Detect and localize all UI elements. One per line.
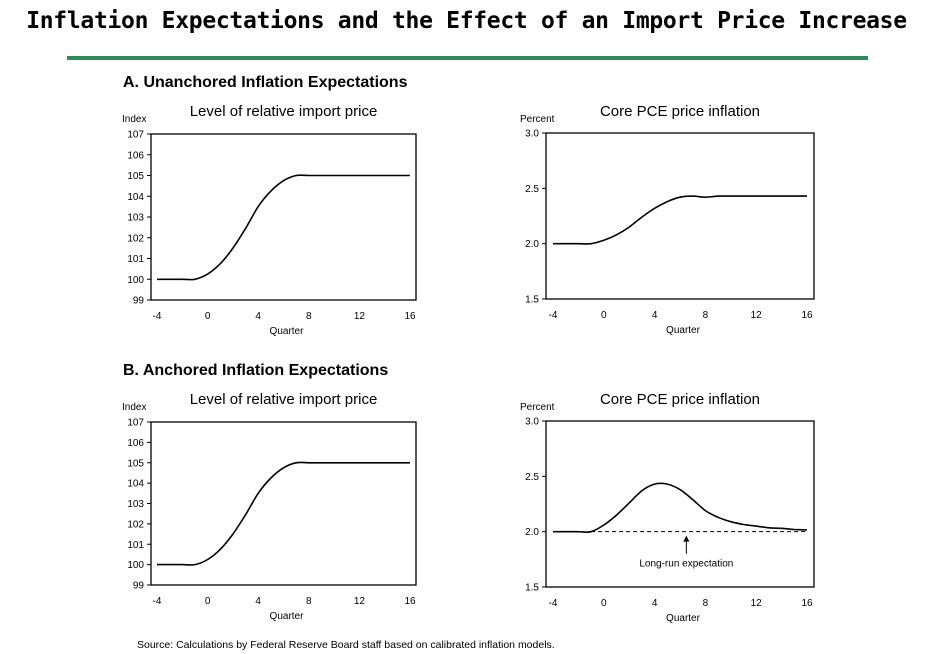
x-tick-label: 4	[652, 598, 658, 609]
x-tick-label: 0	[205, 596, 211, 607]
y-tick-label: 104	[127, 192, 144, 203]
plot-frame	[545, 420, 815, 588]
y-tick-label: 107	[127, 130, 144, 141]
chart-title: Level of relative import price	[190, 391, 378, 408]
source-note: Source: Calculations by Federal Reserve …	[137, 639, 555, 651]
chart-a-import: Level of relative import price Index 99 100…	[122, 103, 417, 337]
x-tick-label: 0	[601, 310, 607, 321]
x-tick-label: 16	[404, 311, 416, 322]
x-axis-label: Quarter	[270, 326, 305, 337]
main-title: Inflation Expectations and the Effect of…	[26, 8, 907, 34]
x-tick-label: 12	[354, 311, 366, 322]
series-line	[157, 461, 410, 566]
plot-frame	[150, 133, 417, 301]
panel-b-title: B. Anchored Inflation Expectations	[123, 362, 389, 379]
y-tick-label: 100	[127, 275, 144, 286]
y-tick-label: 101	[127, 540, 144, 551]
y-tick-label: 1.5	[525, 583, 539, 594]
y-axis-unit: Percent	[520, 402, 555, 413]
x-axis-label: Quarter	[666, 325, 701, 336]
y-tick-label: 2.0	[525, 527, 539, 538]
y-tick-label: 2.0	[525, 239, 539, 250]
y-tick-label: 102	[127, 519, 144, 530]
chart-a-pce: Core PCE price inflation Percent 1.5 2.0 2.5…	[520, 103, 815, 336]
chart-title: Core PCE price inflation	[600, 103, 760, 120]
y-tick-label: 100	[127, 560, 144, 571]
y-tick-label: 106	[127, 150, 144, 161]
x-tick-label: 8	[703, 598, 709, 609]
x-tick-label: 4	[652, 310, 658, 321]
title-divider	[67, 56, 868, 60]
x-tick-label: 8	[306, 311, 312, 322]
y-tick-label: 2.5	[525, 184, 539, 195]
x-tick-label: 16	[404, 596, 416, 607]
y-tick-label: 103	[127, 499, 144, 510]
y-tick-label: 2.5	[525, 472, 539, 483]
y-tick-label: 101	[127, 254, 144, 265]
y-tick-label: 104	[127, 479, 144, 490]
series-line	[156, 174, 410, 281]
annotation-label: Long-run expectation	[639, 559, 733, 570]
x-tick-label: 12	[751, 598, 763, 609]
plot-frame	[545, 132, 815, 300]
x-tick-label: 8	[703, 310, 709, 321]
x-tick-label: 12	[354, 596, 366, 607]
x-tick-label: 4	[255, 311, 261, 322]
y-tick-label: 3.0	[525, 129, 539, 140]
series-line	[552, 482, 808, 533]
panel-a-title: A. Unanchored Inflation Expectations	[123, 74, 408, 91]
plot-frame	[150, 421, 417, 586]
y-tick-label: 105	[127, 171, 144, 182]
x-tick-label: 8	[306, 596, 312, 607]
x-tick-label: -4	[153, 596, 162, 607]
y-tick-label: 99	[133, 581, 145, 592]
x-tick-label: 0	[205, 311, 211, 322]
chart-b-pce: Core PCE price inflation Percent 1.5 2.0 2.5…	[520, 391, 815, 624]
x-axis-label: Quarter	[270, 611, 305, 622]
x-tick-label: -4	[549, 310, 558, 321]
y-tick-label: 105	[127, 458, 144, 469]
x-tick-label: 16	[801, 310, 813, 321]
y-tick-label: 106	[127, 438, 144, 449]
y-axis-unit: Index	[122, 402, 146, 413]
series-line	[553, 195, 807, 245]
x-tick-label: 4	[255, 596, 261, 607]
x-tick-label: 12	[751, 310, 763, 321]
y-axis-unit: Index	[122, 114, 146, 125]
chart-title: Core PCE price inflation	[600, 391, 760, 408]
x-tick-label: 16	[801, 598, 813, 609]
annotation-arrow-head	[683, 535, 690, 542]
x-tick-label: 0	[601, 598, 607, 609]
y-axis-unit: Percent	[520, 114, 555, 125]
x-tick-label: -4	[549, 598, 558, 609]
y-tick-label: 102	[127, 233, 144, 244]
x-axis-label: Quarter	[666, 613, 701, 624]
y-tick-label: 3.0	[525, 417, 539, 428]
y-tick-label: 103	[127, 213, 144, 224]
y-tick-label: 107	[127, 418, 144, 429]
y-tick-label: 1.5	[525, 295, 539, 306]
chart-title: Level of relative import price	[190, 103, 378, 120]
x-tick-label: -4	[153, 311, 162, 322]
y-tick-label: 99	[133, 296, 145, 307]
chart-b-import: Level of relative import price Index 99 100…	[122, 391, 417, 622]
